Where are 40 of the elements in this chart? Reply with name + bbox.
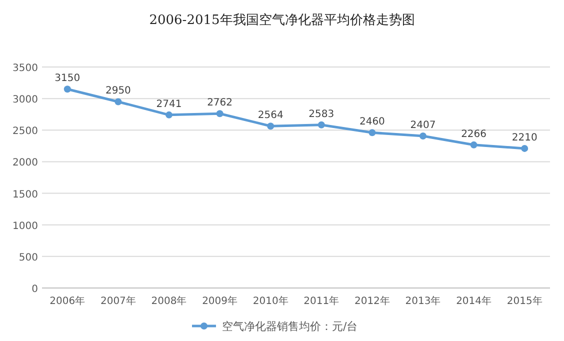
y-tick-label: 3500	[12, 63, 38, 74]
x-tick-label: 2010年	[252, 295, 288, 307]
y-tick-label: 0	[32, 284, 38, 295]
data-label: 2210	[512, 132, 538, 144]
x-tick-label: 2006年	[50, 295, 86, 307]
x-tick-label: 2013年	[405, 295, 441, 307]
data-label: 2266	[461, 128, 487, 140]
point	[420, 132, 426, 140]
x-tick-label: 2008年	[151, 295, 187, 307]
data-label: 2460	[359, 116, 385, 128]
x-tick-label: 2014年	[456, 295, 492, 307]
y-tick-label: 2500	[12, 126, 38, 138]
point	[64, 86, 71, 93]
data-label: 2950	[105, 86, 131, 97]
x-tick-label: 2015年	[506, 295, 542, 307]
legend-label: 空气净化器销售均价：元/台	[222, 320, 358, 333]
data-label: 2564	[258, 110, 284, 122]
point	[470, 141, 478, 148]
x-tick-label: 2011年	[304, 295, 340, 307]
point	[216, 110, 224, 118]
x-tick-label: 2009年	[202, 295, 238, 307]
y-tick-label: 1000	[12, 220, 38, 232]
data-label: 2762	[207, 98, 233, 109]
data-label: 2741	[156, 98, 182, 110]
y-tick-label: 3000	[12, 94, 38, 106]
x-tick-label: 2012年	[354, 295, 390, 307]
point	[166, 111, 172, 118]
point	[521, 144, 528, 152]
point	[368, 129, 376, 136]
y-tick-label: 500	[18, 252, 38, 264]
point	[267, 122, 274, 130]
x-tick-label: 2007年	[100, 295, 136, 307]
y-tick-label: 2000	[12, 158, 38, 169]
data-label: 2407	[410, 120, 436, 132]
chart-title: 2006-2015年我国空气净化器平均价格走势图	[149, 13, 415, 28]
point	[114, 98, 122, 106]
point	[318, 121, 325, 128]
data-label: 2583	[308, 108, 334, 120]
y-tick-label: 1500	[12, 189, 38, 200]
data-label: 3150	[54, 73, 80, 84]
